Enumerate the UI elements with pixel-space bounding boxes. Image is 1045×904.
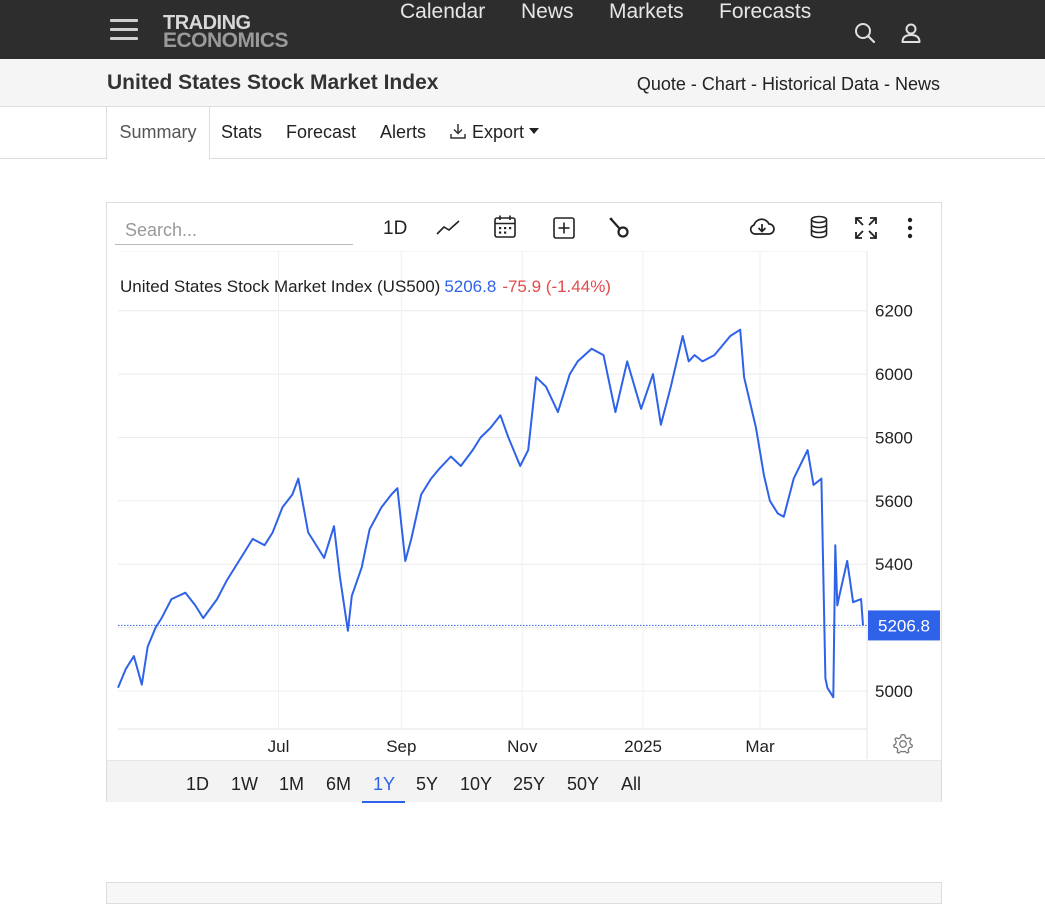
- interval-selector[interactable]: 1D: [383, 218, 408, 239]
- separator: -: [690, 74, 697, 94]
- legend-change: -75.9 (-1.44%): [502, 277, 611, 296]
- separator: -: [883, 74, 890, 94]
- line-chart-icon[interactable]: [436, 216, 460, 240]
- range-6m[interactable]: 6M: [326, 774, 352, 794]
- x-tick-label: 2025: [624, 737, 662, 756]
- logo[interactable]: TRADING ECONOMICS: [163, 12, 289, 52]
- next-section-box: [106, 882, 942, 904]
- user-icon[interactable]: [899, 21, 923, 45]
- separator: -: [750, 74, 757, 94]
- fullscreen-icon[interactable]: [854, 216, 878, 240]
- logo-line-1: TRADING: [163, 12, 251, 34]
- nav-news[interactable]: News: [521, 0, 574, 23]
- legend-last-value: 5206.8: [444, 277, 497, 296]
- x-tick-label: Sep: [386, 737, 416, 756]
- line-chart[interactable]: 5000 5400 5600 5800 6000 6200 Jul Sep Nov 2025 Mar…: [107, 251, 941, 759]
- database-icon[interactable]: [809, 215, 829, 239]
- range-10y[interactable]: 10Y: [460, 774, 493, 794]
- tab-forecast[interactable]: Forecast: [286, 122, 357, 142]
- logo-line-2: ECONOMICS: [163, 29, 289, 52]
- x-tick-label: Jul: [268, 737, 290, 756]
- last-value-badge: [868, 610, 940, 641]
- search-icon[interactable]: [853, 21, 877, 45]
- range-all[interactable]: All: [621, 774, 642, 794]
- title-bar: United States Stock Market Index Quote - C…: [0, 59, 1045, 107]
- legend-series-name: United States Stock Market Index (US500): [120, 277, 441, 296]
- section-links: Quote - Chart - Historical Data - News: [637, 74, 940, 95]
- chart-panel: 1D 5000 5400 5600 5800 6000 6200 Jul Sep Nov 2025…: [106, 202, 942, 803]
- range-25y[interactable]: 25Y: [513, 774, 546, 794]
- range-1w[interactable]: 1W: [231, 774, 258, 794]
- download-icon: [450, 124, 466, 139]
- y-tick-label: 5800: [875, 428, 913, 447]
- page-title: United States Stock Market Index: [107, 71, 439, 94]
- top-navigation: TRADING ECONOMICS Calendar News Markets …: [0, 0, 1045, 59]
- menu-icon[interactable]: [110, 19, 138, 41]
- y-tick-label: 5600: [875, 492, 913, 511]
- nav-calendar[interactable]: Calendar: [400, 0, 486, 23]
- tab-stats[interactable]: Stats: [221, 122, 263, 142]
- link-quote[interactable]: Quote: [636, 74, 686, 94]
- x-tick-label: Mar: [745, 737, 775, 756]
- y-tick-label: 5000: [875, 682, 913, 701]
- nav-markets[interactable]: Markets: [609, 0, 684, 23]
- chart-settings-gear-icon[interactable]: [892, 733, 914, 755]
- export-label: Export: [472, 122, 525, 142]
- active-range-indicator: [362, 801, 405, 803]
- range-5y[interactable]: 5Y: [416, 774, 439, 794]
- y-tick-label: 6200: [875, 302, 913, 321]
- add-icon[interactable]: [552, 216, 576, 240]
- y-tick-label: 5400: [875, 555, 913, 574]
- chart-legend: United States Stock Market Index (US500)…: [120, 277, 611, 297]
- link-historical-data[interactable]: Historical Data: [761, 74, 879, 94]
- y-tick-label: 6000: [875, 365, 913, 384]
- tabs-bar: Summary Stats Forecast Alerts Export: [0, 107, 1045, 160]
- range-1y[interactable]: 1Y: [373, 774, 396, 794]
- time-range-bar: 1D 1W 1M 6M 1Y 5Y 10Y 25Y 50Y All: [107, 760, 941, 803]
- search-input[interactable]: [115, 217, 353, 245]
- calendar-icon[interactable]: [493, 214, 517, 240]
- tab-export[interactable]: Export: [449, 107, 540, 158]
- download-cloud-icon[interactable]: [748, 216, 776, 238]
- link-chart[interactable]: Chart: [701, 74, 746, 94]
- tab-alerts[interactable]: Alerts: [380, 122, 427, 142]
- link-news[interactable]: News: [894, 74, 940, 94]
- tab-summary[interactable]: Summary: [106, 107, 210, 160]
- range-1m[interactable]: 1M: [279, 774, 305, 794]
- series-line-us500: [117, 328, 864, 699]
- range-1d[interactable]: 1D: [186, 774, 210, 794]
- more-vertical-icon[interactable]: [905, 216, 915, 240]
- nav-forecasts[interactable]: Forecasts: [719, 0, 812, 23]
- x-tick-label: Nov: [507, 737, 538, 756]
- last-value-badge-label: 5206.8: [878, 616, 930, 635]
- range-50y[interactable]: 50Y: [567, 774, 600, 794]
- caret-down-icon: [529, 128, 540, 134]
- wrench-icon[interactable]: [607, 216, 631, 240]
